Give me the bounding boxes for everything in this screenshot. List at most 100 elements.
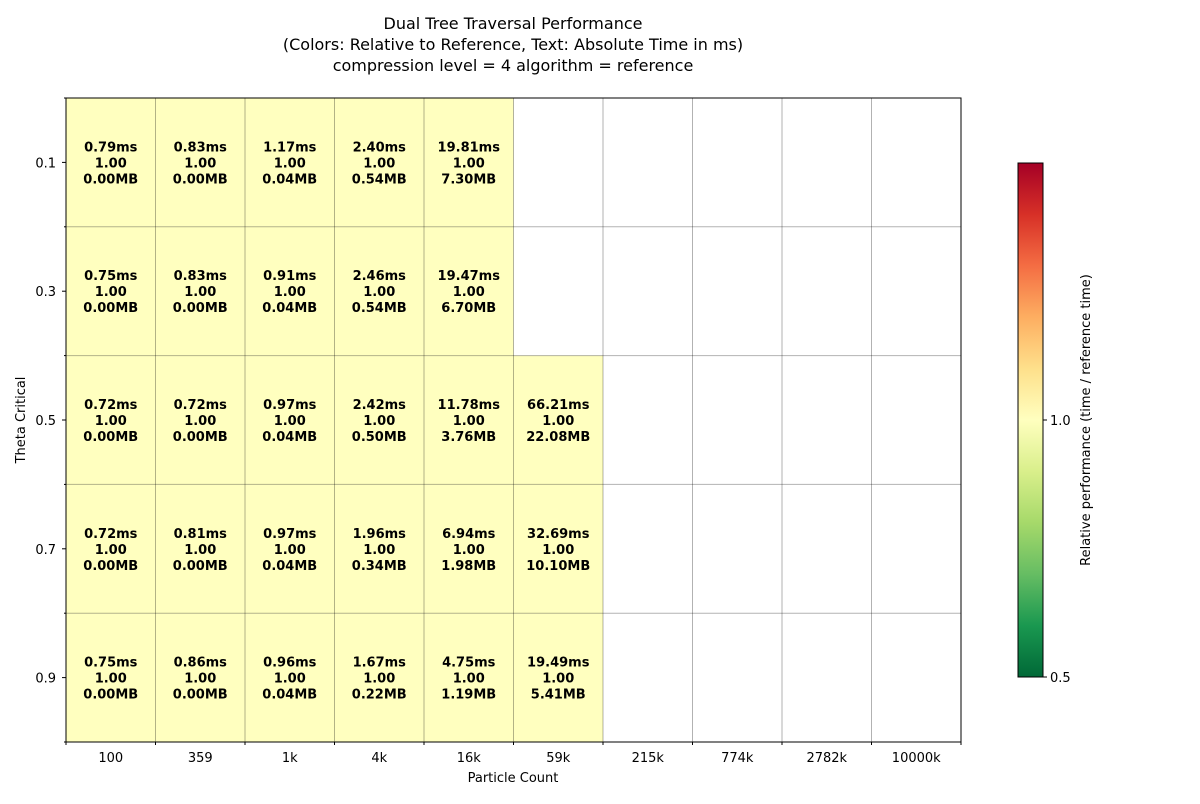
heatmap-cell: [245, 226, 335, 356]
cell-labels: 0.79ms1.000.00MB0.83ms1.000.00MB1.17ms1.…: [83, 140, 590, 702]
heatmap-cell: [334, 98, 424, 227]
cell-label: 1.00: [453, 672, 485, 687]
cell-label: 4.75ms: [442, 656, 496, 671]
cell-label: 1.00: [542, 543, 574, 558]
cell-label: 1.00: [363, 414, 395, 429]
heatmap-cell: [424, 226, 514, 356]
cell-label: 5.41MB: [531, 688, 586, 703]
cell-label: 0.00MB: [83, 172, 138, 187]
y-tick-label: 0.1: [35, 156, 56, 171]
cell-label: 1.00: [95, 414, 127, 429]
x-tick-label: 59k: [546, 751, 571, 766]
cell-label: 6.70MB: [441, 301, 496, 316]
cell-label: 0.75ms: [84, 656, 138, 671]
colorbar-tick-label: 0.5: [1050, 671, 1071, 686]
cell-label: 0.22MB: [352, 688, 407, 703]
cell-label: 1.00: [542, 414, 574, 429]
heatmap-cell: [66, 98, 156, 227]
cell-label: 22.08MB: [526, 430, 590, 445]
cell-label: 1.00: [363, 285, 395, 300]
x-tick-label: 2782k: [806, 751, 847, 766]
y-tick-label: 0.9: [35, 672, 56, 687]
y-axis: 0.1 0.3 0.5 0.7 0.9: [35, 97, 66, 743]
cell-label: 1.00: [274, 672, 306, 687]
cell-label: 0.54MB: [352, 172, 407, 187]
cell-label: 1.00: [453, 285, 485, 300]
cell-label: 1.00: [363, 543, 395, 558]
y-tick-label: 0.3: [35, 285, 56, 300]
cell-label: 1.00: [453, 414, 485, 429]
cell-label: 1.00: [184, 285, 216, 300]
cell-label: 0.00MB: [83, 688, 138, 703]
cell-label: 0.54MB: [352, 301, 407, 316]
heatmap-cell: [66, 355, 156, 485]
x-tick-label: 4k: [371, 751, 387, 766]
cell-label: 0.75ms: [84, 269, 138, 284]
cell-label: 1.00: [274, 414, 306, 429]
cell-label: 1.00: [184, 543, 216, 558]
cell-label: 0.00MB: [173, 430, 228, 445]
colorbar: 0.5 1.0 Relative performance (time / refe…: [1017, 162, 1094, 686]
cell-label: 0.83ms: [174, 269, 228, 284]
x-axis: 100 359 1k 4k 16k 59k 215k 774k 2782k 10000k: [65, 742, 962, 766]
cell-label: 0.04MB: [262, 172, 317, 187]
heatmap-cell: [245, 484, 335, 614]
cell-label: 1.00: [274, 543, 306, 558]
heatmap-cell: [155, 226, 245, 356]
heatmap-cell: [155, 484, 245, 614]
colorbar-gradient: [1017, 162, 1044, 678]
cell-label: 19.81ms: [438, 140, 501, 155]
x-tick-label: 10000k: [892, 751, 941, 766]
cell-label: 0.04MB: [262, 559, 317, 574]
x-tick-label: 774k: [721, 751, 754, 766]
heatmap-cell: [424, 98, 514, 227]
cell-label: 0.91ms: [263, 269, 317, 284]
cell-label: 1.00: [363, 672, 395, 687]
cell-label: 0.79ms: [84, 140, 138, 155]
colorbar-tick-label: 1.0: [1050, 414, 1071, 429]
cell-label: 1.00: [453, 156, 485, 171]
cell-label: 1.17ms: [263, 140, 317, 155]
heatmap-cell: [334, 355, 424, 485]
cell-label: 1.00: [542, 672, 574, 687]
cell-label: 0.00MB: [173, 301, 228, 316]
cell-label: 11.78ms: [438, 398, 501, 413]
cell-label: 0.97ms: [263, 527, 317, 542]
cell-label: 1.19MB: [441, 688, 496, 703]
cell-label: 0.50MB: [352, 430, 407, 445]
heatmap-grid: [66, 98, 961, 742]
cell-label: 1.98MB: [441, 559, 496, 574]
cell-label: 2.40ms: [353, 140, 407, 155]
cell-label: 0.00MB: [83, 430, 138, 445]
cell-label: 1.00: [274, 285, 306, 300]
heatmap-cell: [66, 613, 156, 742]
x-tick-label: 16k: [457, 751, 482, 766]
cell-label: 0.04MB: [262, 688, 317, 703]
y-tick-label: 0.5: [35, 414, 56, 429]
heatmap-cell: [245, 613, 335, 742]
cell-label: 0.00MB: [83, 301, 138, 316]
chart-title-line-1: Dual Tree Traversal Performance: [384, 14, 643, 33]
x-tick-label: 215k: [632, 751, 665, 766]
cell-label: 0.72ms: [84, 398, 138, 413]
cell-label: 0.72ms: [84, 527, 138, 542]
colorbar-label: Relative performance (time / reference t…: [1079, 274, 1094, 566]
x-axis-label: Particle Count: [468, 771, 559, 786]
cell-label: 1.00: [274, 156, 306, 171]
cell-label: 10.10MB: [526, 559, 590, 574]
y-axis-label: Theta Critical: [14, 377, 29, 465]
cell-label: 1.67ms: [353, 656, 407, 671]
cell-label: 1.00: [184, 156, 216, 171]
heatmap-cell: [513, 355, 603, 485]
heatmap-cell: [155, 613, 245, 742]
x-tick-label: 359: [188, 751, 213, 766]
heatmap-cell: [66, 226, 156, 356]
chart-title: Dual Tree Traversal Performance (Colors:…: [283, 14, 743, 75]
heatmap-cell: [424, 613, 514, 742]
heatmap-cell: [513, 484, 603, 614]
heatmap-cell: [334, 226, 424, 356]
heatmap-cell: [66, 484, 156, 614]
cell-label: 19.47ms: [438, 269, 501, 284]
